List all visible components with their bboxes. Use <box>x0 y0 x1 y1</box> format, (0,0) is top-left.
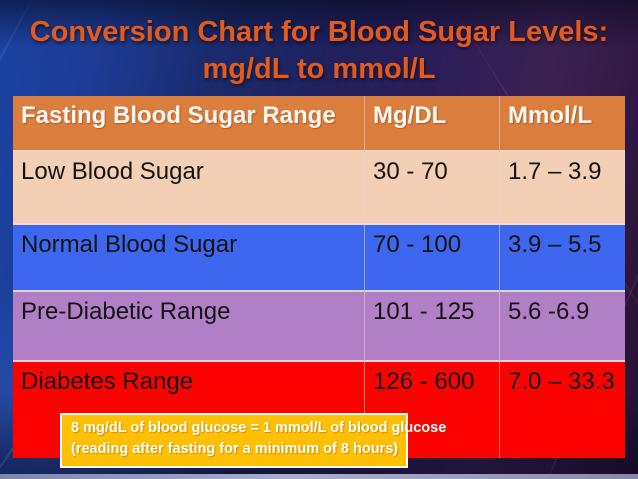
table-header-mmoll: Mmol/L <box>500 96 625 152</box>
table-row-normal-mmoll: 3.9 – 5.5 <box>500 225 625 292</box>
slide-bottom-edge-highlight <box>0 474 638 479</box>
conversion-note-line1: 8 mg/dL of blood glucose = 1 mmol/L of b… <box>71 420 447 436</box>
table-row-normal-label: Normal Blood Sugar <box>13 225 365 292</box>
slide-title-line2: mg/dL to mmol/L <box>202 53 436 85</box>
table-row-diabetes-mmoll: 7.0 – 33.3 <box>500 362 625 458</box>
table-row-low-mmoll: 1.7 – 3.9 <box>500 152 625 225</box>
table-row-normal-mgdl: 70 - 100 <box>365 225 500 292</box>
slide-title: Conversion Chart for Blood Sugar Levels:… <box>0 14 638 88</box>
table-header-mgdl: Mg/DL <box>365 96 500 152</box>
table-row-prediabetic-label: Pre-Diabetic Range <box>13 292 365 362</box>
table-row-prediabetic-mmoll: 5.6 -6.9 <box>500 292 625 362</box>
slide-title-line1: Conversion Chart for Blood Sugar Levels: <box>29 16 609 48</box>
table-row-low-mgdl: 30 - 70 <box>365 152 500 225</box>
conversion-note-box: 8 mg/dL of blood glucose = 1 mmol/L of b… <box>60 413 447 468</box>
table-row-prediabetic-mgdl: 101 - 125 <box>365 292 500 362</box>
conversion-table: Fasting Blood Sugar Range Mg/DL Mmol/L L… <box>13 96 625 458</box>
table-header-range: Fasting Blood Sugar Range <box>13 96 365 152</box>
conversion-note-line2: (reading after fasting for a minimum of … <box>71 441 399 457</box>
table-row-low-label: Low Blood Sugar <box>13 152 365 225</box>
